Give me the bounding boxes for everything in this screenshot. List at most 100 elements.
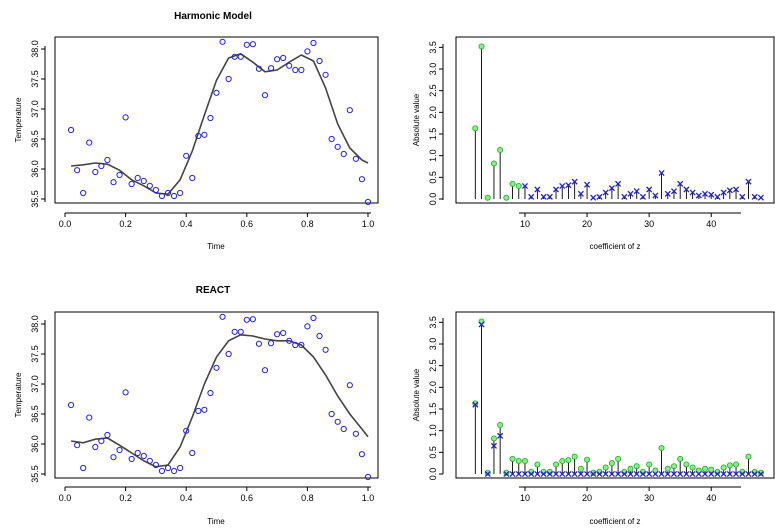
react-coef-coef-cross	[757, 470, 764, 478]
react-coef-y-tick-label: 0.5	[428, 446, 438, 459]
react-fit-data-point	[267, 340, 275, 347]
react-fit-data-point	[152, 461, 159, 469]
harmonic-fit-data-point	[352, 155, 359, 162]
react-coef-coef-cross	[528, 470, 535, 478]
harmonic-fit-data-point	[322, 71, 329, 78]
react-coef-coef-cross	[689, 470, 696, 478]
react-fit-data-point	[364, 473, 372, 481]
harmonic-coef-coef-cross	[559, 182, 566, 190]
react-coef-coef-circle	[677, 455, 684, 462]
react-fit-x-tick-label: 0.2	[119, 493, 132, 503]
react-coef-coef-cross	[478, 321, 485, 328]
react-coef-coef-cross	[745, 470, 752, 478]
react-coef-y-tick-label: 3.5	[428, 316, 438, 329]
react-fit-x-tick-label: 0.8	[301, 493, 314, 503]
harmonic-fit-data-point	[286, 62, 293, 69]
harmonic-fit-y-ticks: 35.5 36.0 36.5 37.0 37.5 38.0	[30, 40, 45, 208]
harmonic-fit-y-tick-label: 35.5	[30, 190, 40, 208]
react-fit-data-point	[67, 401, 75, 409]
react-fit-data-point	[74, 442, 81, 449]
harmonic-coef-coef-circle	[509, 180, 516, 187]
react-fit-x-tick-label: 0.0	[59, 493, 72, 503]
harmonic-coef-coef-cross	[577, 190, 584, 197]
react-fit-data-point	[92, 443, 99, 451]
harmonic-coef-y-axis-label: Absolute value	[412, 93, 421, 146]
harmonic-fit-data-point	[67, 126, 75, 134]
react-coef-x-tick-label: 20	[582, 493, 592, 503]
react-fit-data-point	[146, 457, 153, 464]
react-fit-data-point	[286, 337, 293, 344]
react-coef-y-tick-label: 2.5	[428, 359, 438, 372]
react-fit-data-point	[310, 314, 317, 322]
harmonic-coef-coef-circle	[490, 160, 497, 167]
react-fit-data-point	[304, 323, 311, 330]
react-coef-coef-circle	[577, 465, 584, 472]
react-fit-data-point	[183, 427, 190, 434]
react-coef-coef-cross	[670, 470, 678, 478]
harmonic-fit-plot-frame	[54, 36, 379, 204]
react-coef-coef-cross	[608, 470, 615, 478]
harmonic-fit-x-tick-label: 0.6	[241, 219, 254, 229]
harmonic-fit-data-point	[334, 143, 341, 150]
harmonic-fit-x-tick-label: 1.0	[362, 219, 375, 229]
harmonic-fit-y-tick-label: 36.5	[30, 130, 40, 148]
harmonic-fit-data-point	[358, 176, 366, 183]
react-coef-coef-circle	[627, 465, 634, 472]
harmonic-coef-coef-cross	[584, 181, 591, 188]
react-coef-y-tick-label: 2.0	[428, 381, 438, 394]
react-fit-x-ticks: 0.0 0.2 0.4 0.6 0.8 1.0	[59, 487, 374, 503]
harmonic-coef-coef-cross	[652, 192, 659, 199]
harmonic-fit-data-point	[183, 152, 190, 159]
harmonic-fit-x-ticks: 0.0 0.2 0.4 0.6 0.8 1.0	[59, 213, 375, 229]
react-fit-y-tick-label: 36.0	[30, 435, 40, 453]
react-coef-coef-cross	[602, 470, 609, 478]
react-coef-coef-cross	[590, 470, 597, 478]
harmonic-fit-data-point	[364, 198, 372, 206]
react-fit-data-point	[195, 407, 202, 415]
react-coef-coef-cross	[509, 470, 516, 478]
react-coef-coef-circle	[590, 469, 597, 476]
react-coef-coef-circle	[565, 457, 572, 464]
harmonic-coef-x-tick-label: 20	[582, 219, 592, 229]
harmonic-coef-coef-cross	[627, 190, 634, 197]
harmonic-fit-data-point	[152, 186, 159, 194]
harmonic-fit-data-point	[231, 53, 238, 60]
harmonic-coef-coef-cross	[757, 194, 764, 201]
react-fit-data-point	[316, 332, 323, 340]
react-fit-data-point	[298, 341, 305, 349]
react-fit-y-tick-label: 36.5	[30, 405, 40, 423]
harmonic-fit-data-point	[213, 89, 220, 96]
harmonic-coef-coef-cross	[701, 190, 709, 197]
react-coef-x-ticks: 10 20 30 40	[520, 487, 716, 503]
harmonic-fit-data-point	[86, 139, 93, 146]
react-coef-coef-cross	[633, 470, 640, 478]
react-coef-coef-cross	[677, 470, 684, 478]
harmonic-fit-y-tick-label: 38.0	[30, 40, 40, 58]
harmonic-fit-data-point	[346, 107, 353, 114]
react-coef-coef-cross	[733, 470, 740, 478]
harmonic-coef-y-tick-label: 2.0	[428, 106, 438, 119]
harmonic-coef-coef-cross	[590, 194, 597, 201]
harmonic-fit-data-point	[219, 38, 226, 45]
react-coef-coef-circle	[521, 457, 528, 464]
react-coef-panel: 10 20 30 40 0.0 0.5 1.0 1.5 2.0 2.5 3.0 3.5 coeffi…	[412, 311, 775, 526]
harmonic-fit-data-point	[298, 66, 305, 74]
react-coef-coef-cross	[621, 470, 628, 478]
harmonic-coef-coef-circle	[497, 147, 504, 154]
react-coef-coef-circle	[602, 464, 609, 471]
harmonic-coef-y-tick-label: 0.5	[428, 171, 438, 184]
harmonic-coef-coef-cross	[608, 185, 615, 192]
react-coef-coef-cross	[646, 470, 653, 478]
harmonic-coef-coef-cross	[571, 178, 578, 185]
react-fit-y-tick-label: 35.5	[30, 465, 40, 483]
react-coef-coef-cross	[521, 470, 529, 478]
react-coef-coef-circle	[689, 464, 696, 471]
harmonic-fit-x-tick-label: 0.2	[119, 219, 132, 229]
harmonic-coef-x-tick-label: 30	[644, 219, 654, 229]
react-coef-plot-frame	[455, 311, 775, 479]
react-coef-coef-circle	[757, 469, 764, 476]
react-coef-coef-cross	[683, 470, 690, 478]
react-coef-coef-cross	[695, 470, 702, 478]
react-fit-data-point	[280, 329, 287, 337]
react-coef-coef-cross	[484, 470, 491, 478]
